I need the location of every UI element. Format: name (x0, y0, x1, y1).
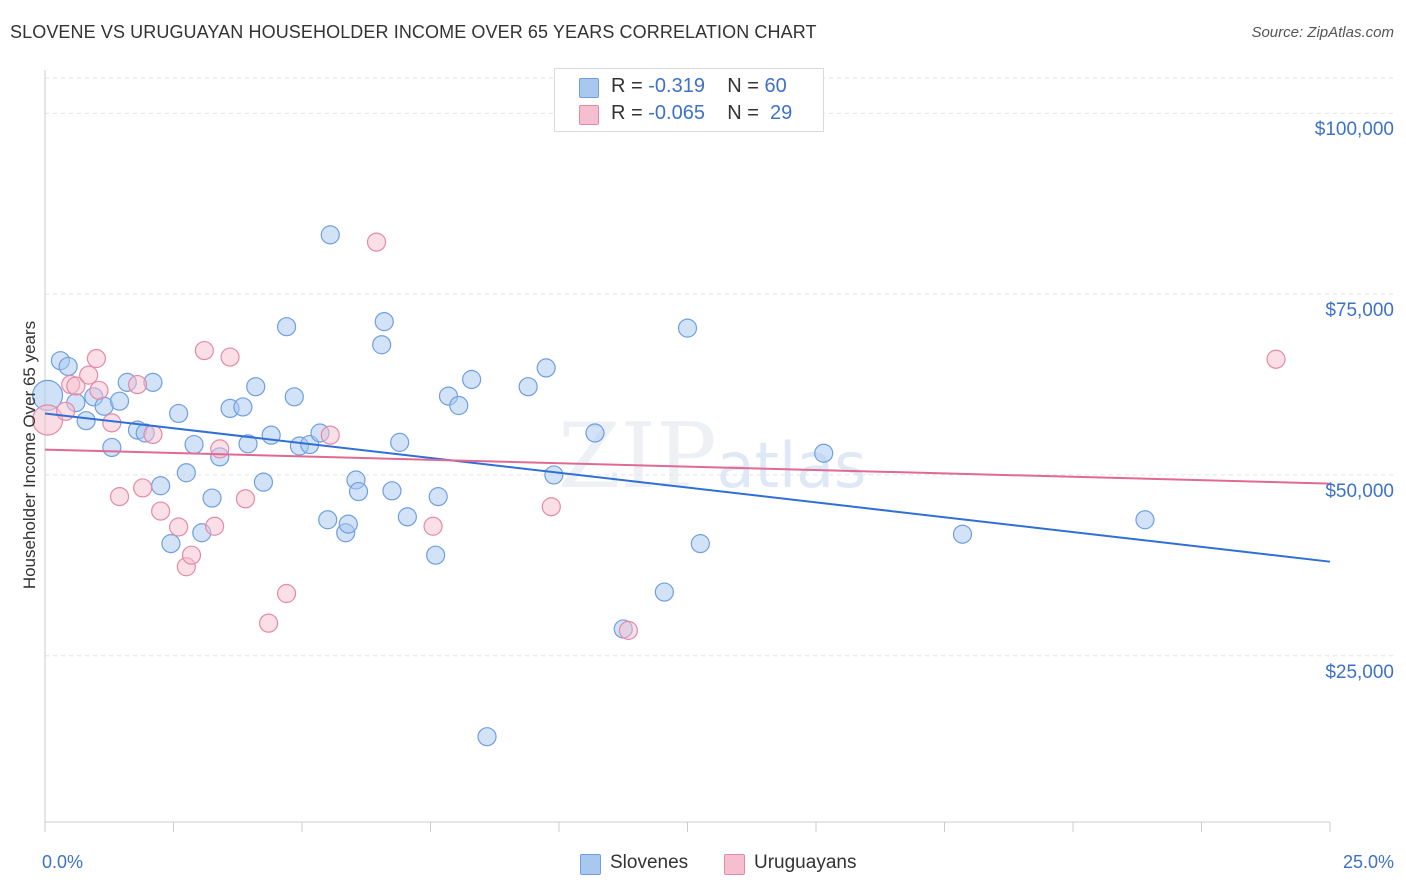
slovene-point (426, 545, 446, 565)
uruguayan-point (258, 613, 279, 633)
slovene-point (654, 582, 674, 602)
uruguayan-point (151, 501, 171, 521)
slovene-point (238, 434, 258, 454)
slovene-point (952, 524, 973, 544)
slovene-point (184, 434, 204, 455)
slovene-point (1135, 510, 1155, 530)
slovene-point (348, 481, 369, 502)
uruguayan-point (86, 348, 107, 369)
legend-swatch-uruguayans-bottom (724, 854, 745, 875)
series-legend: Slovenes Uruguayans (0, 852, 1406, 876)
slovene-point (284, 387, 304, 407)
uruguayan-point (541, 497, 561, 517)
slovene-trend-line (44, 412, 1331, 563)
slovene-point (102, 437, 122, 458)
slovene-point (544, 465, 564, 485)
slovene-point (428, 487, 448, 507)
uruguayan-point (55, 401, 76, 421)
uruguayan-point (618, 620, 638, 640)
slovene-point (585, 423, 605, 443)
uruguayan-point (1266, 349, 1286, 369)
uruguayan-point (205, 516, 225, 536)
uruguayan-point (66, 376, 86, 396)
y-tick-label: $25,000 (1325, 661, 1394, 683)
uruguayan-point (127, 374, 148, 395)
slovene-point (518, 377, 538, 397)
legend-stats-uruguayans: R = -0.065 N = 29 (611, 102, 793, 124)
slovene-point (76, 411, 96, 431)
legend-label-slovenes: Slovenes (610, 852, 689, 873)
slovene-point (109, 391, 130, 411)
legend-stats-slovenes: R = -0.319 N = 60 (611, 75, 787, 97)
uruguayan-point (276, 583, 297, 604)
uruguayan-point (169, 517, 189, 537)
watermark: ZIPatlas (558, 404, 866, 509)
source-note: Source: ZipAtlas.com (1251, 24, 1394, 41)
slovene-point (382, 481, 402, 501)
slovene-point (233, 397, 253, 417)
slovene-point (477, 727, 497, 747)
uruguayan-point (320, 425, 340, 445)
uruguayan-point (194, 340, 214, 361)
y-tick-label: $75,000 (1325, 300, 1394, 322)
slovene-point (261, 425, 281, 445)
slovene-point (246, 377, 266, 397)
uruguayan-point (366, 232, 387, 252)
y-axis-label: Householder Income Over 65 years (20, 320, 39, 590)
slovene-point (151, 476, 171, 496)
legend-swatch-slovenes (579, 78, 599, 98)
uruguayan-point (79, 365, 99, 385)
uruguayan-point (235, 489, 256, 509)
slovene-point (176, 463, 196, 483)
uruguayan-point (181, 545, 202, 565)
legend-swatch-uruguayans (579, 105, 599, 125)
slovene-point (202, 488, 222, 508)
watermark-zip: ZIP (558, 404, 717, 509)
uruguayan-trend-line (44, 448, 1331, 485)
uruguayan-point (143, 424, 163, 445)
uruguayan-point (89, 380, 109, 400)
slovene-point (320, 225, 340, 245)
slovene-point (462, 369, 482, 390)
uruguayan-point (133, 478, 153, 498)
slovene-point (169, 403, 189, 424)
slovene-point (372, 335, 392, 355)
slovene-point (690, 534, 710, 554)
legend-swatch-slovenes-bottom (580, 854, 601, 875)
slovene-point (536, 358, 556, 378)
chart-title: SLOVENE VS URUGUAYAN HOUSEHOLDER INCOME … (10, 22, 817, 42)
slovene-point (276, 317, 297, 337)
slovene-point (58, 356, 78, 377)
slovene-point (677, 318, 698, 338)
y-tick-label: $100,000 (1314, 119, 1394, 141)
uruguayan-point (423, 516, 443, 536)
uruguayan-point (109, 487, 130, 507)
x-tick-label-max: 25.0% (1342, 852, 1394, 872)
slovene-point (449, 395, 469, 416)
slovene-point (253, 472, 274, 492)
slovene-point (318, 510, 338, 530)
watermark-atlas: atlas (716, 429, 867, 502)
slovene-point (397, 507, 417, 527)
correlation-legend: R = -0.319 N = 60 R = -0.065 N = 29 (554, 68, 824, 132)
slovene-point (161, 534, 181, 554)
uruguayan-point (220, 347, 240, 367)
slovene-point (338, 514, 358, 534)
slovene-point (374, 312, 394, 332)
slovene-point (390, 432, 410, 452)
slovene-point (814, 443, 834, 463)
x-tick-label-min: 0.0% (42, 852, 84, 872)
legend-label-uruguayans: Uruguayans (754, 852, 857, 873)
y-tick-label: $50,000 (1325, 480, 1394, 502)
